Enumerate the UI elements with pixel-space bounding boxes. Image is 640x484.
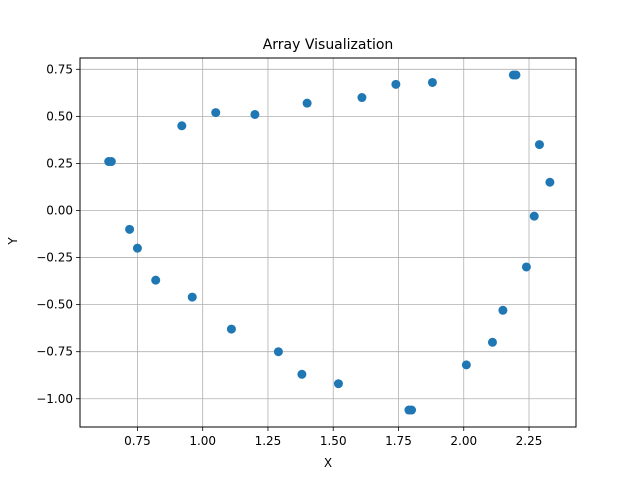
x-tick-label: 2.25 — [516, 434, 543, 448]
data-point — [211, 108, 221, 118]
y-axis-label: Y — [6, 237, 20, 246]
data-points — [104, 70, 555, 415]
data-point — [461, 360, 471, 370]
data-point — [333, 379, 343, 389]
y-tick-label: 0.00 — [46, 203, 73, 217]
data-point — [125, 224, 135, 234]
data-point — [498, 305, 508, 315]
data-point — [187, 292, 197, 302]
data-point — [529, 211, 539, 221]
x-tick-label: 1.75 — [385, 434, 412, 448]
x-tick-label: 1.50 — [320, 434, 347, 448]
data-point — [297, 369, 307, 379]
ticks: 0.75 1.00 1.25 1.50 1.75 2.00 2.25 −1.00 −0.75 −0… — [36, 62, 542, 448]
y-tick-label: 0.50 — [46, 109, 73, 123]
data-point — [132, 243, 142, 253]
data-point — [250, 109, 260, 119]
x-tick-label: 1.25 — [255, 434, 282, 448]
chart-title: Array Visualization — [263, 37, 394, 53]
data-point — [177, 121, 187, 131]
data-point — [545, 177, 555, 187]
y-tick-label: 0.75 — [46, 62, 73, 76]
data-point — [427, 77, 437, 87]
data-point — [273, 347, 283, 357]
data-point — [226, 324, 236, 334]
data-point — [521, 262, 531, 272]
data-point — [357, 93, 367, 103]
y-tick-label: 0.25 — [46, 156, 73, 170]
grid — [80, 58, 576, 427]
y-tick-label: −0.50 — [36, 298, 73, 312]
data-point — [511, 70, 521, 80]
plot-frame — [79, 57, 577, 428]
x-tick-label: 0.75 — [124, 434, 151, 448]
data-point — [151, 275, 161, 285]
x-axis-label: X — [324, 456, 332, 470]
data-point — [391, 79, 401, 89]
x-tick-label: 2.00 — [450, 434, 477, 448]
data-point — [106, 157, 116, 167]
data-point — [487, 337, 497, 347]
x-tick-label: 1.00 — [189, 434, 216, 448]
data-point — [302, 98, 312, 108]
y-tick-label: −0.25 — [36, 251, 73, 265]
data-point — [534, 140, 544, 150]
data-point — [407, 405, 417, 415]
y-tick-label: −1.00 — [36, 392, 73, 406]
y-tick-label: −0.75 — [36, 345, 73, 359]
